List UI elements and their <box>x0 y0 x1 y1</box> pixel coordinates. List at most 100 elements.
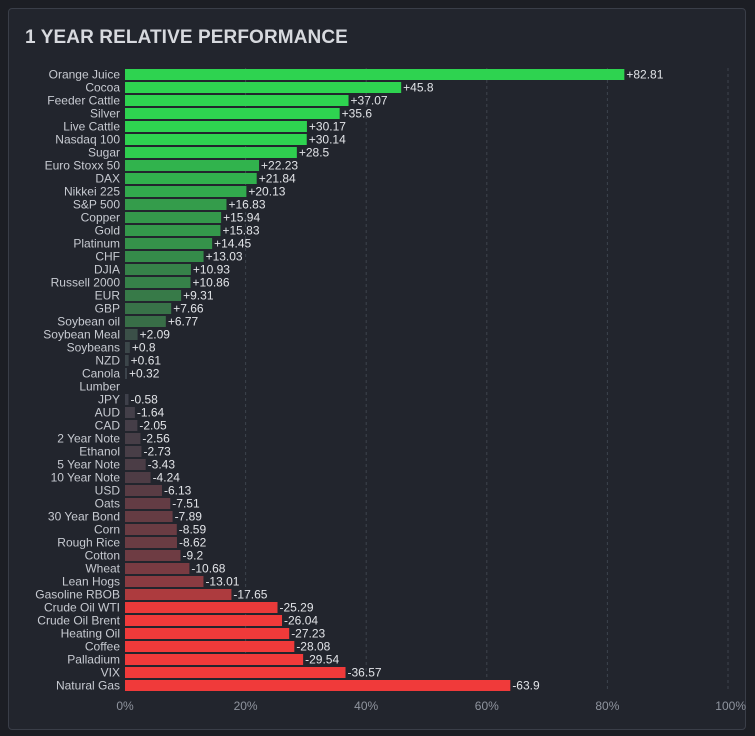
bar <box>125 407 135 418</box>
category-label: Soybeans <box>67 341 120 355</box>
value-label: +10.86 <box>192 276 229 290</box>
bar <box>125 225 221 236</box>
chart-x-axis: 0% 20% 40% 60% 80% 100% <box>116 699 746 713</box>
category-label: 30 Year Bond <box>48 510 120 524</box>
bar <box>125 667 346 678</box>
value-label: +7.66 <box>173 302 204 316</box>
category-label: Wheat <box>85 562 120 576</box>
category-label: Crude Oil WTI <box>44 601 120 615</box>
x-tick-label: 0% <box>116 699 134 713</box>
bar <box>125 238 213 249</box>
category-label: S&P 500 <box>73 198 120 212</box>
category-label: USD <box>95 484 121 498</box>
bar <box>125 108 340 119</box>
x-tick-label: 100% <box>715 699 746 713</box>
category-label: DJIA <box>94 263 120 277</box>
value-label: -28.08 <box>296 640 330 654</box>
bar <box>125 615 283 626</box>
value-label: -13.01 <box>205 575 239 589</box>
value-label: +30.14 <box>309 133 346 147</box>
category-label: Live Cattle <box>63 120 120 134</box>
value-label: +37.07 <box>351 94 388 108</box>
value-label: +0.61 <box>131 354 162 368</box>
category-label: CAD <box>95 419 121 433</box>
value-label: -27.23 <box>291 627 325 641</box>
value-label: -0.58 <box>130 393 158 407</box>
bar <box>125 199 227 210</box>
value-label: -29.54 <box>305 653 339 667</box>
x-tick-label: 60% <box>475 699 499 713</box>
category-label: Coffee <box>85 640 120 654</box>
value-label: +0.32 <box>129 367 160 381</box>
value-label: -2.56 <box>142 432 170 446</box>
category-label: Rough Rice <box>57 536 120 550</box>
value-label: +0.8 <box>132 341 156 355</box>
category-label: 5 Year Note <box>57 458 120 472</box>
value-label: +28.5 <box>299 146 330 160</box>
bar <box>125 433 141 444</box>
bar <box>125 160 260 171</box>
bar <box>125 95 349 106</box>
bar <box>125 251 204 262</box>
value-label: -8.62 <box>179 536 207 550</box>
value-label: +30.17 <box>309 120 346 134</box>
category-label: Crude Oil Brent <box>37 614 120 628</box>
bar <box>125 186 247 197</box>
value-label: -25.29 <box>279 601 313 615</box>
category-label: Orange Juice <box>49 68 121 82</box>
bar <box>125 537 177 548</box>
value-label: +13.03 <box>206 250 243 264</box>
category-label: JPY <box>98 393 120 407</box>
category-label: Soybean oil <box>57 315 120 329</box>
value-label: -26.04 <box>284 614 318 628</box>
category-label: Corn <box>94 523 120 537</box>
value-label: -4.24 <box>153 471 181 485</box>
category-label: Lumber <box>79 380 120 394</box>
bar <box>125 82 402 93</box>
value-label: -2.05 <box>139 419 167 433</box>
value-label: +22.23 <box>261 159 298 173</box>
category-label: GBP <box>95 302 120 316</box>
category-label: Natural Gas <box>56 679 120 693</box>
x-tick-label: 80% <box>595 699 619 713</box>
value-label: -10.68 <box>191 562 225 576</box>
bar <box>125 277 191 288</box>
category-label: Canola <box>82 367 120 381</box>
bar <box>125 563 190 574</box>
category-label: CHF <box>95 250 120 264</box>
bar <box>125 329 138 340</box>
category-label: Gold <box>95 224 120 238</box>
bar <box>125 550 181 561</box>
bar <box>125 524 177 535</box>
category-label: Lean Hogs <box>62 575 120 589</box>
value-label: -7.51 <box>172 497 200 511</box>
value-label: -7.89 <box>175 510 203 524</box>
category-label: 2 Year Note <box>57 432 120 446</box>
value-label: -63.9 <box>512 679 540 693</box>
category-label: NZD <box>95 354 120 368</box>
value-label: -2.73 <box>143 445 171 459</box>
bar <box>125 147 297 158</box>
value-label: +10.93 <box>193 263 230 277</box>
category-label: Soybean Meal <box>43 328 120 342</box>
category-label: Heating Oil <box>61 627 120 641</box>
bar <box>125 511 173 522</box>
bar <box>125 394 129 405</box>
x-tick-label: 20% <box>234 699 258 713</box>
bar <box>125 576 204 587</box>
value-label: +2.09 <box>140 328 171 342</box>
bar <box>125 641 295 652</box>
category-label: Feeder Cattle <box>47 94 120 108</box>
bar <box>125 355 129 366</box>
value-label: -1.64 <box>137 406 165 420</box>
bar <box>125 368 127 379</box>
category-label: Nasdaq 100 <box>55 133 120 147</box>
value-label: -8.59 <box>179 523 207 537</box>
chart-title: 1 YEAR RELATIVE PERFORMANCE <box>25 27 348 48</box>
category-label: Gasoline RBOB <box>35 588 120 602</box>
bar <box>125 316 166 327</box>
category-label: Platinum <box>73 237 120 251</box>
value-label: +45.8 <box>403 81 434 95</box>
category-label: DAX <box>95 172 120 186</box>
